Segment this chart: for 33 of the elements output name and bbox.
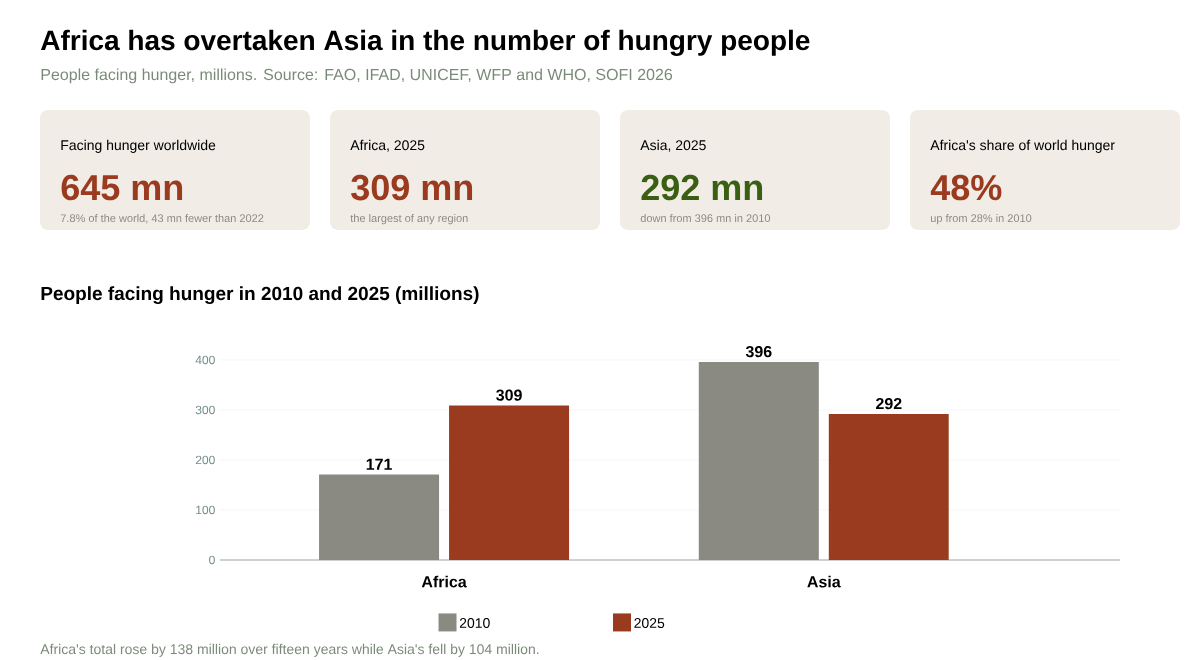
- data-label: 171: [366, 458, 392, 470]
- text: 7.8% of the world, 43 mn fewer than 2022: [60, 214, 264, 224]
- text: Africa, 2025: [350, 139, 425, 152]
- text: 309 mn: [351, 174, 473, 201]
- text: down from 396 mn in 2010: [640, 214, 771, 223]
- legend-label: 2025: [634, 618, 665, 629]
- y-tick-label: 300: [195, 405, 215, 415]
- text: Facing hunger worldwide: [61, 139, 216, 153]
- text: Africa's total rose by 138 million over fifteen years while Asia's fell by 104 million.: [40, 643, 539, 657]
- text: the largest of any region: [350, 214, 468, 225]
- text: 645 mn: [61, 174, 183, 201]
- bar: [828, 413, 949, 560]
- text: 48%: [930, 174, 1002, 201]
- x-tick-label: Africa: [421, 575, 467, 588]
- text: Africa has overtaken Asia in the number of hungry people: [40, 29, 810, 56]
- y-tick-label: 0: [209, 555, 215, 565]
- chart-title: People facing hunger in 2010 and 2025 (millions): [41, 286, 479, 305]
- text: Asia, 2025: [640, 139, 706, 152]
- data-label: 292: [876, 397, 902, 410]
- bar: [319, 474, 440, 560]
- text: up from 28% in 2010: [930, 214, 1032, 225]
- y-tick-label: 400: [195, 355, 215, 365]
- y-tick-label: 200: [195, 455, 215, 465]
- text: People facing hunger, millions. Source: FAO, IFAD, UNICEF, WFP and WHO, SOFI 2026: [41, 68, 673, 84]
- data-label: 396: [745, 345, 772, 358]
- legend-label: 2010: [459, 618, 490, 629]
- x-tick-label: Asia: [807, 575, 841, 588]
- text: Africa's share of world hunger: [930, 139, 1115, 153]
- text: 292 mn: [641, 174, 763, 201]
- bar: [449, 405, 570, 560]
- data-label: 309: [496, 389, 522, 401]
- bar: [698, 361, 819, 560]
- y-tick-label: 100: [196, 505, 215, 515]
